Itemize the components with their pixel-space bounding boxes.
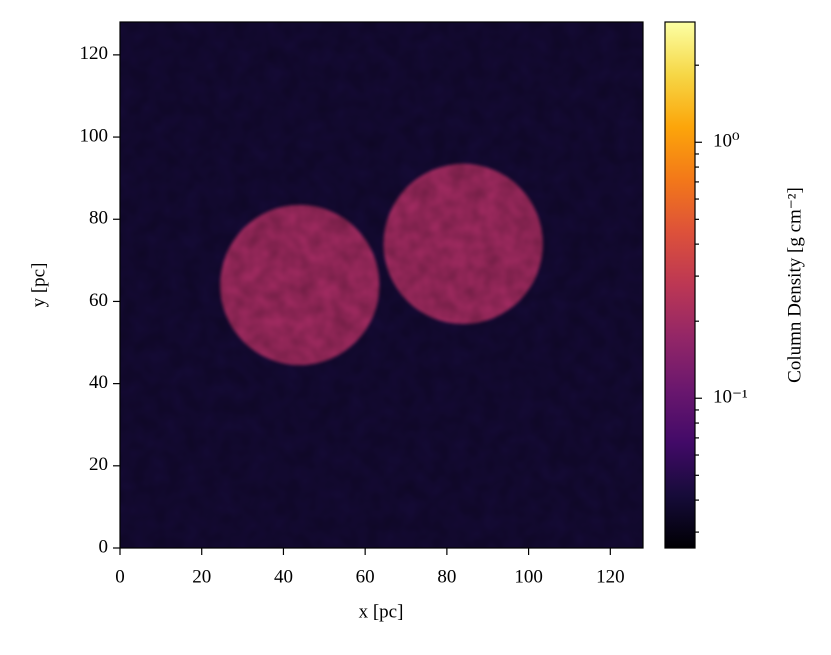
image	[120, 22, 643, 548]
y-tick-label: 60	[89, 290, 108, 311]
y-tick-label: 80	[89, 208, 108, 229]
x-axis-label: x [pc]	[359, 601, 404, 622]
colorbar-label: Column Density [g cm⁻²]	[784, 187, 805, 383]
x-tick-label: 0	[115, 566, 125, 587]
y-axis-label: y [pc]	[28, 263, 49, 308]
y-tick-label: 120	[80, 43, 109, 64]
y-tick-label: 20	[89, 454, 108, 475]
x-tick-label: 60	[356, 566, 375, 587]
y-tick-label: 100	[80, 125, 109, 146]
plot-frame	[119, 21, 644, 549]
x-tick-label: 120	[596, 566, 625, 587]
noise	[120, 22, 643, 548]
x-tick-label: 100	[514, 566, 543, 587]
y-tick-label: 40	[89, 372, 108, 393]
colorbar-tick-label: 10⁻¹	[713, 387, 748, 408]
x-tick-label: 20	[192, 566, 211, 587]
x-tick-label: 80	[437, 566, 456, 587]
x-tick-label: 40	[274, 566, 293, 587]
colorbar-tick-label: 10⁰	[713, 131, 740, 152]
colorbar	[664, 21, 696, 549]
y-tick-label: 0	[99, 536, 109, 557]
